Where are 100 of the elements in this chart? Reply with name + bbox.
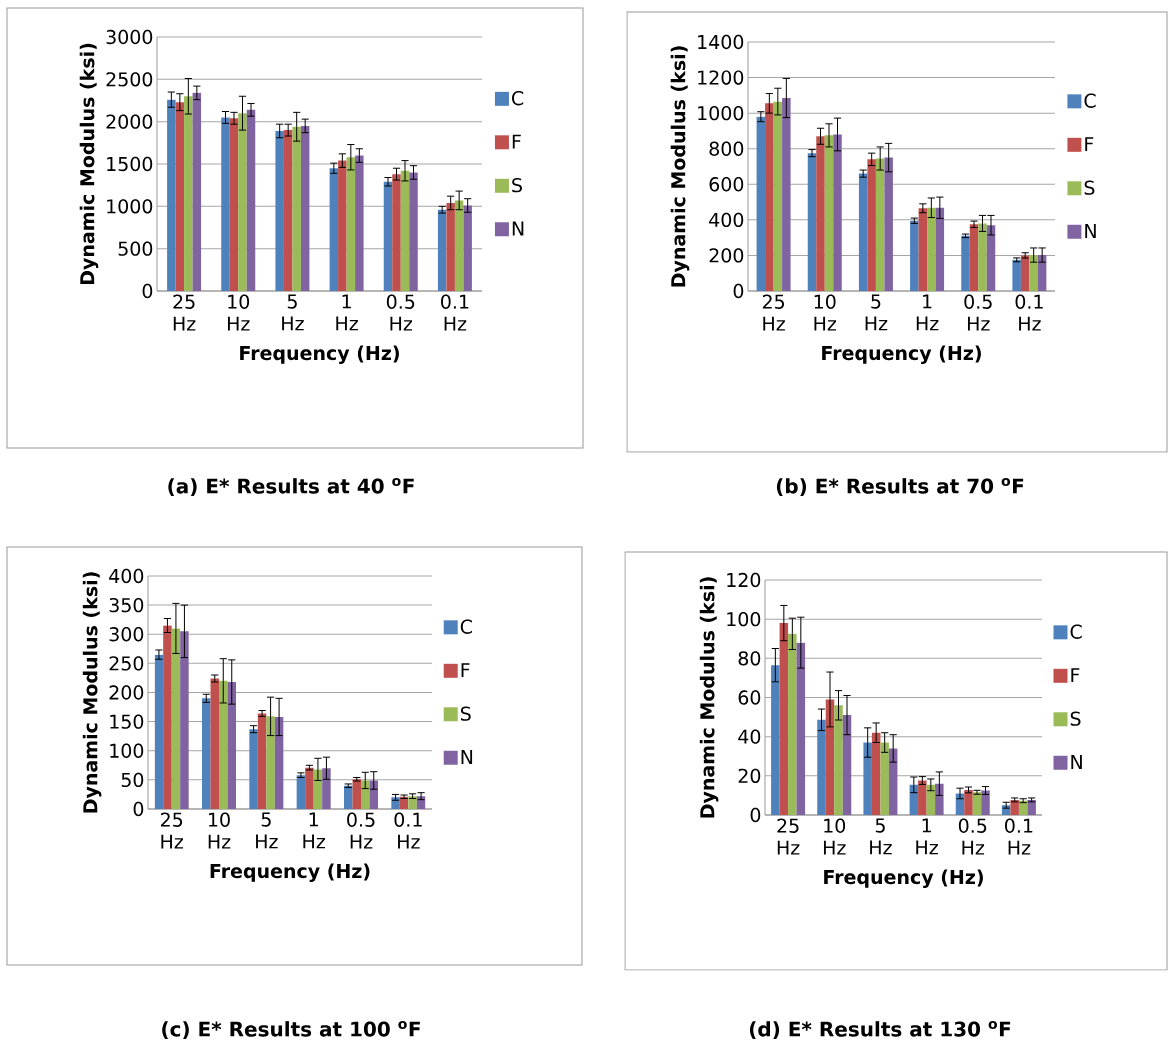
bar [981,790,990,815]
y-tick-label: 1000 [107,199,153,214]
bar [352,779,361,809]
bar [154,654,164,809]
legend-label: F [512,134,521,149]
bar [355,155,364,291]
bar [437,209,447,291]
x-tick-label: 1 Hz [916,294,939,331]
bar [180,631,189,809]
y-tick-label: 150 [110,714,144,729]
legend-label: S [460,706,471,721]
x-tick-label: 5 Hz [282,294,304,331]
bar [926,784,936,815]
bar [1029,255,1038,291]
bar [463,205,472,291]
bar [765,103,774,291]
bar [219,680,228,809]
bar [296,775,306,809]
bar [1020,255,1030,291]
y-tick-label: 400 [709,212,744,228]
bar [300,125,310,291]
y-tick-label: 400 [109,568,144,584]
bar [935,783,944,815]
x-tick-label: 0.5 Hz [386,294,415,331]
bar [210,678,220,809]
bar [246,109,256,291]
x-axis-title: Frequency (Hz) [210,863,370,882]
x-tick-label: 0.5 Hz [347,812,375,849]
bar [964,789,973,815]
bar [834,705,843,815]
x-tick-label: 5 Hz [256,812,278,849]
x-tick-label: 0.5 Hz [958,818,987,855]
legend-label: C [512,91,524,106]
bar [322,768,331,809]
y-axis-title: Dynamic Modulus (ksi) [82,572,102,813]
bar [369,780,378,809]
bar [880,742,889,815]
y-tick-label: 350 [109,597,144,613]
bar [171,628,181,809]
bar [918,780,927,815]
legend-label: C [1070,624,1082,639]
bar [175,102,185,291]
x-tick-label: 10 Hz [208,812,231,849]
bar [867,159,876,291]
y-tick-label: 2000 [106,114,153,129]
legend-label: F [1085,137,1094,151]
bar [888,748,898,815]
legend-label: F [461,663,470,677]
bar [392,174,401,291]
bar [192,92,202,291]
y-tick-label: 1200 [698,70,744,85]
bar [986,225,996,291]
y-tick-label: 100 [727,611,761,627]
x-tick-label: 1 Hz [916,818,938,855]
bar [910,220,919,291]
x-tick-label: 25 Hz [777,818,800,855]
bar [221,117,230,291]
bar [918,208,928,291]
text: (c) E* Results at 100 $^{o}$F [162,1020,420,1039]
legend-label: S [1084,180,1095,195]
bar [1012,259,1021,291]
bar [909,784,919,815]
legend-label: N [1085,224,1096,238]
y-axis-title: Dynamic Modulus (ksi) [79,43,99,285]
x-axis-title: Frequency (Hz) [240,345,399,364]
x-tick-label: 10 Hz [814,294,837,331]
x-tick-label: 25 Hz [762,294,785,331]
x-axis-title: Frequency (Hz) [824,869,983,888]
y-tick-label: 120 [727,572,761,588]
x-tick-label: 0.1 Hz [1005,818,1033,855]
bar [257,713,267,809]
y-tick-label: 300 [109,627,144,642]
y-tick-label: 60 [738,690,761,705]
y-tick-label: 200 [109,685,144,700]
y-tick-label: 0 [750,807,761,823]
bar [329,168,339,291]
legend-label: S [1070,711,1081,726]
bar [249,729,258,809]
bar [227,682,237,809]
bar [858,173,868,291]
bar [816,136,825,291]
bar [202,698,211,809]
bar [817,719,826,815]
y-axis-title: Dynamic Modulus (ksi) [670,46,690,287]
y-tick-label: 0 [142,283,153,299]
bar [292,126,301,291]
bar [167,99,176,291]
x-tick-label: 25 Hz [173,294,196,331]
legend-label: N [1071,755,1082,769]
bar [346,157,356,291]
x-tick-label: 5 Hz [870,818,892,855]
bar [454,200,464,291]
bar [935,207,945,291]
y-tick-label: 600 [709,177,744,192]
bar [796,642,806,815]
y-tick-label: 0 [733,283,744,299]
bar [446,202,455,291]
bar [824,135,834,291]
bar [383,181,393,291]
bar [773,101,783,291]
